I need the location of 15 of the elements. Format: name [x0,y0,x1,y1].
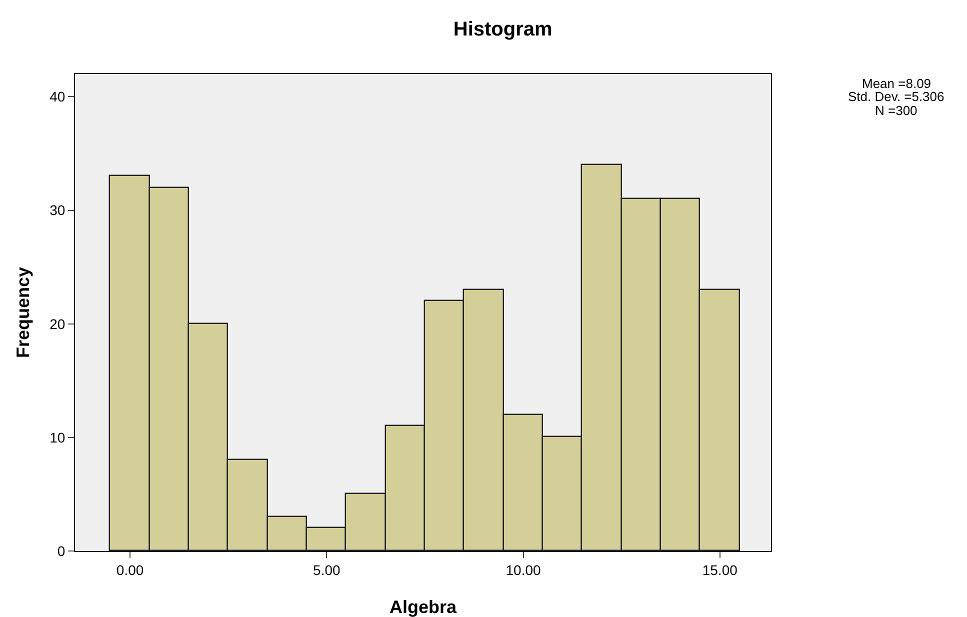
text: Std. Dev. =5.306 [848,89,944,104]
text: N =300 [875,103,918,118]
x-tick-label: 0.00 [116,562,144,578]
x-tick-label: 15.00 [702,562,738,578]
chart-title: Histogram [453,18,552,41]
y-tick-label: 10 [50,429,66,446]
y-tick-label: 40 [50,88,66,105]
x-axis-title: Algebra [389,597,458,617]
x-tick-label: 10.00 [506,562,541,578]
x-tick-label: 5.00 [313,562,340,578]
y-axis-title: Frequency [13,266,33,358]
y-tick-label: 30 [50,202,66,218]
text: Mean =8.09 [862,76,932,91]
y-tick-label: 20 [50,316,66,332]
y-tick-label: 0 [57,542,66,559]
